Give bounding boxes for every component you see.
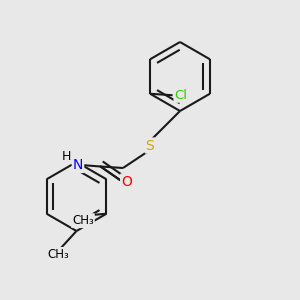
Text: S: S	[146, 139, 154, 152]
Text: H: H	[62, 150, 71, 163]
Text: Cl: Cl	[175, 89, 188, 102]
Text: CH₃: CH₃	[72, 214, 94, 227]
Text: N: N	[73, 158, 83, 172]
Text: CH₃: CH₃	[48, 248, 69, 261]
Text: O: O	[121, 175, 132, 188]
